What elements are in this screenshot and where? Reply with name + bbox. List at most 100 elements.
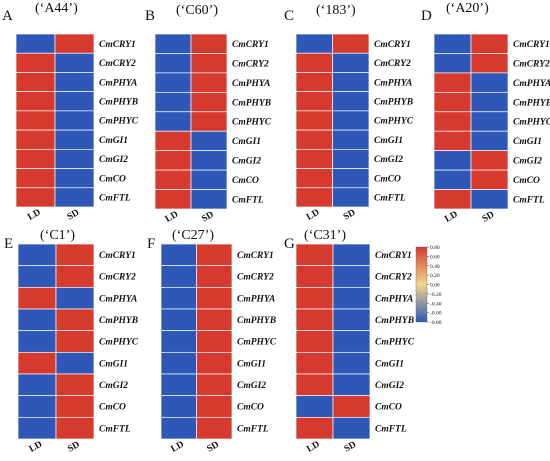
- row-label: CmCO: [99, 174, 126, 184]
- row-label: CmCRY1: [237, 251, 274, 261]
- heatmap-cell: [17, 351, 57, 375]
- heatmap-cell: [470, 72, 509, 93]
- heatmap-cell: [55, 330, 95, 353]
- row-label: CmCRY2: [99, 273, 136, 283]
- colorbar-tick-label: 0.00: [430, 283, 440, 289]
- row-label: CmPHYB: [513, 98, 550, 108]
- row-label: CmCRY2: [374, 59, 411, 69]
- heatmap-cell: [154, 33, 192, 54]
- row-label: CmCRY1: [99, 40, 136, 50]
- heatmap-cell: [295, 308, 334, 332]
- heatmap-cell: [15, 187, 56, 208]
- heatmap-cell: [160, 265, 197, 288]
- heatmap-cell: [332, 373, 371, 397]
- heatmap-cell: [154, 130, 192, 152]
- panel-label: F: [147, 236, 155, 252]
- colorbar-gradient: [415, 246, 428, 323]
- row-label: CmCO: [99, 403, 126, 413]
- heatmap-cell: [54, 52, 95, 73]
- heatmap-cell: [160, 351, 197, 375]
- panel-label: C: [284, 8, 294, 24]
- heatmap-cell: [54, 187, 95, 208]
- colorbar-tick-label: 0.40: [430, 264, 440, 270]
- heatmap-cell: [17, 243, 57, 267]
- heatmap-cell: [295, 148, 333, 169]
- heatmap-cell: [17, 330, 57, 353]
- row-label: CmFTL: [232, 195, 264, 205]
- row-label: CmPHYB: [374, 97, 413, 107]
- row-label: CmPHYB: [237, 316, 276, 326]
- row-label: CmGI1: [99, 359, 128, 369]
- panel-label: D: [421, 8, 432, 24]
- heatmap-cell: [332, 395, 371, 418]
- heatmap-cell: [332, 129, 370, 150]
- column-label: LD: [305, 440, 322, 455]
- heatmap-cell: [295, 265, 334, 288]
- heatmap-cell: [196, 373, 233, 397]
- heatmap-cell: [154, 72, 192, 93]
- heatmap-cell: [332, 243, 371, 267]
- row-label: CmCRY2: [513, 59, 550, 69]
- panel-title: (‘C27’): [172, 228, 214, 243]
- heatmap-cell: [55, 265, 95, 288]
- heatmap-cell: [332, 110, 370, 131]
- heatmap-cell: [154, 150, 192, 171]
- heatmap-cell: [190, 150, 228, 171]
- heatmap-cell: [160, 308, 197, 332]
- column-label: SD: [481, 210, 497, 225]
- heatmap-cell: [15, 129, 56, 150]
- row-label: CmCRY2: [232, 59, 269, 69]
- heatmap-cell: [295, 330, 334, 353]
- heatmap-cell: [15, 33, 56, 54]
- column-label: LD: [26, 208, 43, 223]
- column-label: LD: [28, 440, 45, 455]
- heatmap-cell: [470, 33, 509, 54]
- heatmap-cell: [433, 111, 472, 132]
- row-label: CmPHYA: [99, 294, 137, 304]
- heatmap-cell: [433, 169, 472, 190]
- heatmap-cell: [55, 395, 95, 418]
- heatmap-cell: [295, 72, 333, 93]
- heatmap-cell: [196, 330, 233, 353]
- heatmap-cell: [190, 130, 228, 152]
- heatmap-cell: [160, 243, 197, 267]
- row-label: CmCRY1: [99, 251, 136, 261]
- row-label: CmPHYC: [374, 117, 414, 127]
- row-label: CmPHYC: [513, 118, 550, 128]
- heatmap-cell: [55, 416, 95, 440]
- heatmap-cell: [17, 373, 57, 397]
- row-label: CmPHYC: [375, 338, 415, 348]
- heatmap-cell: [154, 53, 192, 74]
- heatmap-cell: [470, 150, 509, 171]
- panel-label: A: [2, 8, 13, 24]
- row-label: CmPHYA: [237, 294, 275, 304]
- heatmap-cell: [470, 169, 509, 190]
- heatmap-cell: [15, 148, 56, 169]
- heatmap-cell: [15, 110, 56, 131]
- heatmap-panel-B: B (‘C60’) CmCRY1 CmCRY2 CmPHYA CmPHYB CmPHYC Cm…: [145, 3, 272, 225]
- heatmap-panel-C: C (‘183’) CmCRY1 CmCRY2 CmPHYA CmPHYB CmPHYC Cm…: [284, 3, 414, 223]
- heatmap-cell: [332, 33, 370, 54]
- heatmap-cell: [332, 351, 371, 375]
- heatmap-cell: [17, 416, 57, 440]
- heatmap-cell: [433, 33, 472, 54]
- heatmap-cell: [295, 187, 333, 208]
- heatmap-panel-E: E (‘C1’) CmCRY1 CmCRY2 CmPHYA CmPHYB CmPHYC CmG…: [4, 228, 139, 455]
- row-label: CmCO: [374, 174, 401, 184]
- row-label: CmPHYA: [99, 78, 137, 88]
- heatmap-cell: [17, 265, 57, 288]
- heatmap-cell: [54, 148, 95, 169]
- heatmap-cell: [332, 72, 370, 93]
- heatmap-cell: [190, 111, 228, 132]
- column-label: LD: [305, 208, 322, 223]
- heatmap-cell: [154, 169, 192, 190]
- heatmap-cell: [295, 243, 334, 267]
- heatmap-cell: [332, 52, 370, 73]
- row-label: CmGI1: [232, 137, 261, 147]
- colorbar-tick-label: -0.80: [430, 320, 442, 326]
- row-label: CmPHYC: [99, 117, 139, 127]
- row-label: CmCO: [375, 403, 402, 413]
- colorbar-tick-label: -0.20: [430, 292, 442, 298]
- row-label: CmPHYC: [237, 338, 277, 348]
- heatmap-cell: [160, 286, 197, 310]
